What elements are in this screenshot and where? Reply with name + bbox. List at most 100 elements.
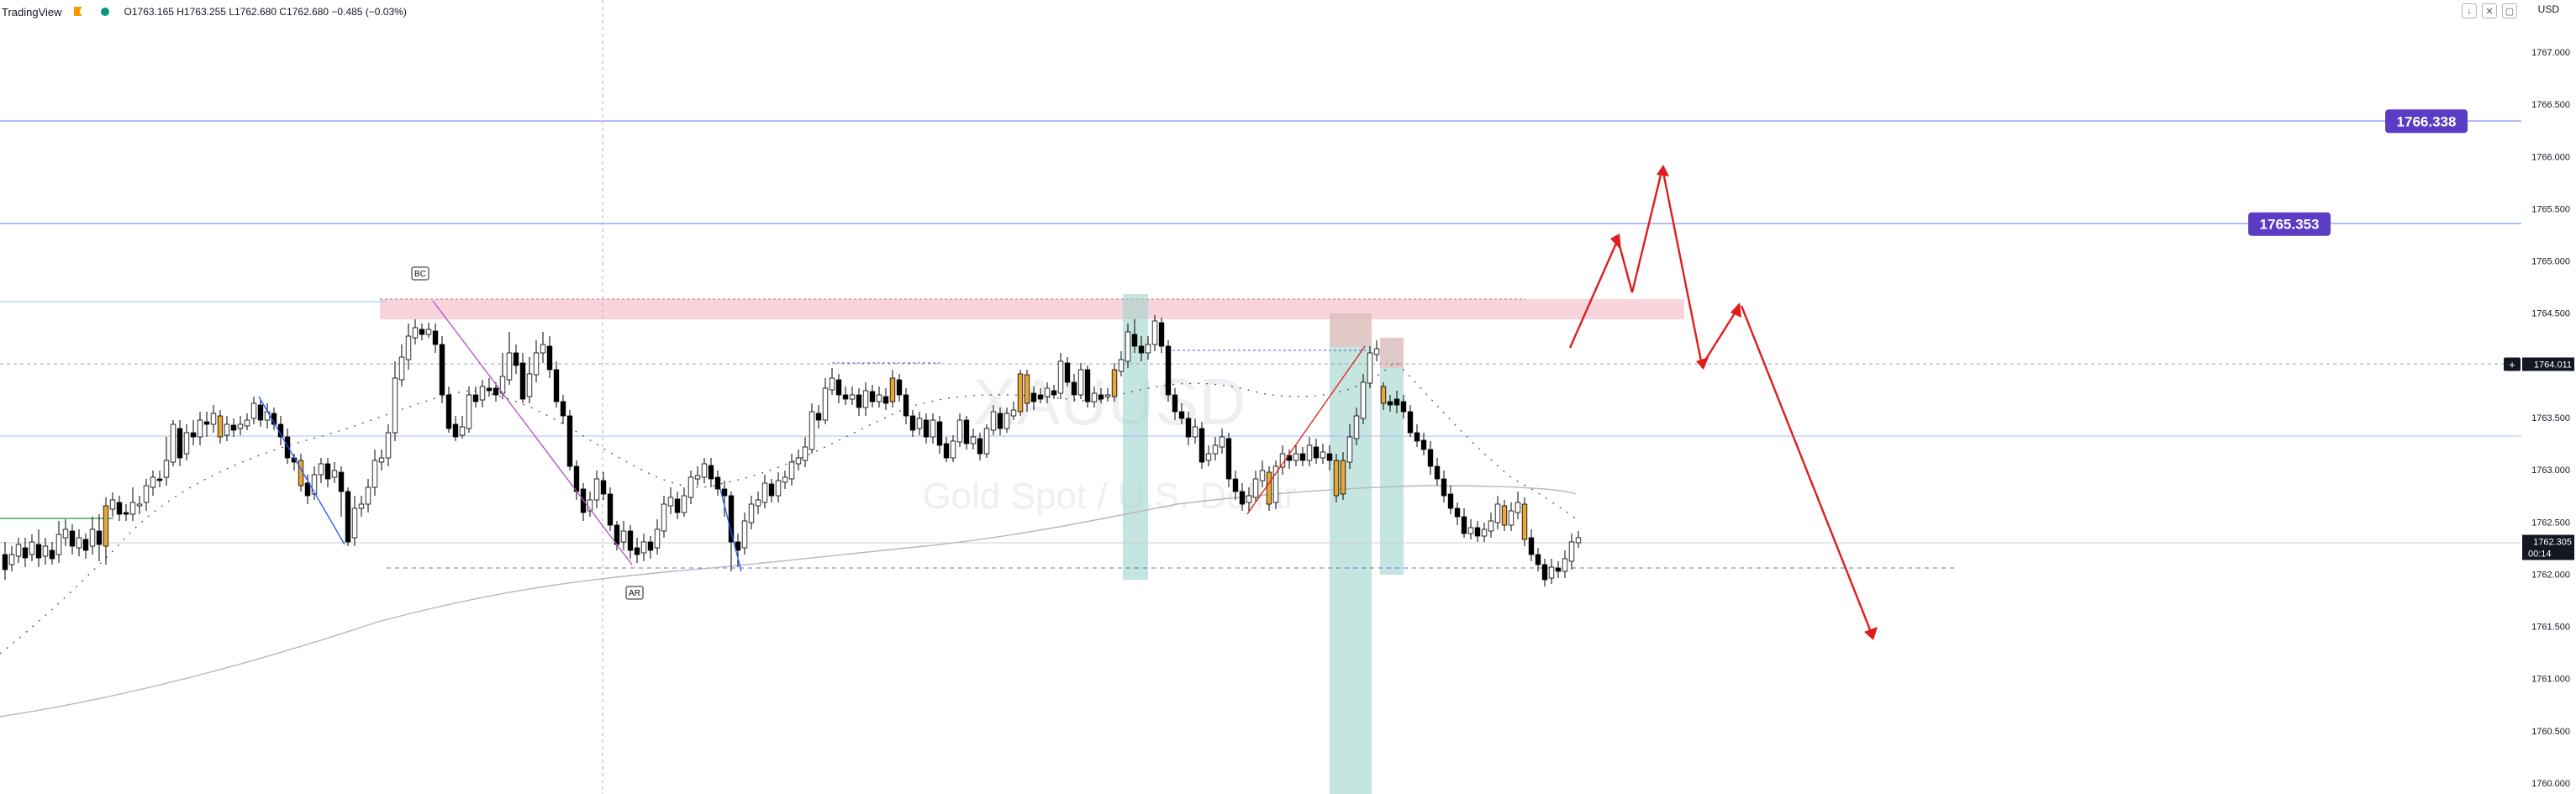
candle-body bbox=[338, 471, 345, 492]
candle bbox=[224, 416, 230, 441]
ar-label: AR bbox=[625, 586, 644, 600]
candle-body bbox=[916, 418, 923, 429]
candle bbox=[620, 521, 627, 550]
arrow-down-icon[interactable]: ↓ bbox=[2462, 3, 2477, 18]
candle bbox=[405, 323, 412, 370]
candle bbox=[755, 492, 761, 514]
candle bbox=[768, 479, 775, 502]
candle-body bbox=[459, 426, 466, 436]
candle bbox=[963, 416, 970, 450]
candle-body bbox=[956, 419, 963, 443]
ohlc-readout: O1763.165 H1763.255 L1762.680 C1762.680 … bbox=[124, 6, 407, 18]
candle-body bbox=[1279, 453, 1286, 468]
candle-body bbox=[466, 394, 472, 429]
candle-body bbox=[439, 344, 445, 396]
candle-body bbox=[822, 387, 829, 421]
candle bbox=[1474, 521, 1481, 542]
candle-body bbox=[1447, 493, 1454, 509]
candle bbox=[896, 374, 903, 402]
y-tick-label: 1767.000 bbox=[2531, 48, 2570, 58]
candle-body bbox=[351, 507, 358, 539]
candle bbox=[1118, 351, 1125, 376]
candle-body bbox=[627, 530, 634, 551]
projection-arrow-4 bbox=[1731, 302, 1741, 318]
candle-body bbox=[1225, 438, 1232, 480]
price-badge-label: 1765.353 bbox=[2260, 217, 2320, 233]
candle bbox=[1198, 422, 1205, 469]
current-price-bg bbox=[2522, 534, 2574, 560]
candle-body bbox=[748, 503, 755, 523]
candle-body bbox=[244, 419, 250, 427]
candle bbox=[1427, 441, 1434, 475]
candle bbox=[466, 386, 472, 433]
close-icon[interactable]: ✕ bbox=[2482, 3, 2497, 18]
candle-body bbox=[237, 423, 244, 429]
candle bbox=[506, 332, 513, 385]
candle-body bbox=[1387, 401, 1393, 406]
candle-body bbox=[298, 460, 304, 486]
flag-icon[interactable] bbox=[74, 7, 82, 17]
candle-body bbox=[1118, 359, 1125, 372]
y-tick-label: 1765.000 bbox=[2531, 257, 2570, 267]
candle bbox=[694, 466, 701, 486]
candle-body bbox=[802, 446, 809, 461]
candle-body bbox=[1434, 465, 1441, 480]
candle bbox=[977, 433, 983, 460]
candle-body bbox=[741, 520, 748, 549]
y-tick-label: 1763.000 bbox=[2531, 465, 2570, 476]
candle-body bbox=[1205, 453, 1212, 461]
candle bbox=[519, 353, 526, 403]
candle-body bbox=[546, 345, 553, 371]
candle-body bbox=[835, 379, 842, 396]
currency-selector[interactable]: USD bbox=[2537, 3, 2559, 15]
candle bbox=[829, 368, 835, 395]
candle bbox=[775, 472, 782, 502]
y-tick-label: 1762.500 bbox=[2531, 518, 2570, 528]
candle bbox=[1555, 561, 1562, 578]
candle bbox=[741, 513, 748, 555]
candle-body bbox=[318, 463, 324, 476]
candle bbox=[526, 357, 533, 403]
candle-body bbox=[29, 541, 35, 555]
candle bbox=[1252, 471, 1259, 502]
candle-body bbox=[405, 335, 412, 360]
candle-body bbox=[445, 394, 452, 429]
candle bbox=[345, 487, 351, 546]
candle bbox=[983, 424, 990, 458]
candle-body bbox=[997, 413, 1004, 429]
candle-body bbox=[1367, 352, 1373, 384]
candle bbox=[997, 408, 1004, 435]
candle bbox=[1299, 447, 1306, 466]
candle bbox=[1562, 550, 1568, 578]
candle bbox=[674, 492, 681, 519]
candle bbox=[990, 405, 997, 435]
maximize-icon[interactable]: ▢ bbox=[2502, 3, 2517, 18]
candle bbox=[815, 405, 822, 429]
candle-body bbox=[55, 534, 62, 555]
candle-body bbox=[701, 463, 708, 478]
y-tick-label: 1760.000 bbox=[2531, 779, 2570, 789]
candle-body bbox=[385, 432, 392, 459]
candle-body bbox=[1219, 436, 1225, 448]
candle-body bbox=[1488, 520, 1494, 532]
candle bbox=[930, 413, 936, 444]
candle bbox=[291, 454, 298, 471]
candle bbox=[1400, 395, 1407, 418]
y-tick-label: 1764.500 bbox=[2531, 309, 2570, 319]
candle-body bbox=[775, 480, 782, 497]
candle bbox=[1441, 471, 1447, 502]
y-tick-label: 1765.500 bbox=[2531, 204, 2570, 214]
candle bbox=[82, 534, 89, 559]
candle-body bbox=[573, 465, 580, 492]
candle bbox=[1420, 433, 1427, 455]
candle bbox=[1380, 382, 1387, 410]
candle bbox=[849, 386, 856, 405]
candle bbox=[116, 496, 123, 521]
candle bbox=[1373, 340, 1380, 361]
candle-body bbox=[1131, 334, 1138, 347]
candle-body bbox=[365, 486, 371, 505]
candle-body bbox=[930, 419, 936, 438]
candle bbox=[1246, 487, 1252, 513]
